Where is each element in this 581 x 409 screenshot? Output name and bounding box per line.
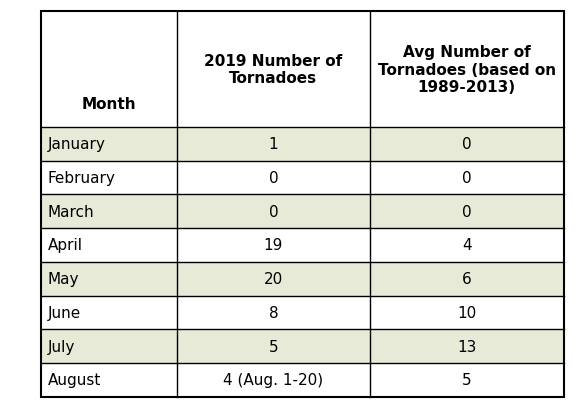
Text: 13: 13 <box>457 339 476 354</box>
Text: 19: 19 <box>264 238 283 253</box>
Bar <box>370 262 564 296</box>
Text: February: February <box>48 171 116 186</box>
Text: 0: 0 <box>462 204 472 219</box>
Bar <box>41 195 177 229</box>
Text: 5: 5 <box>462 373 472 387</box>
Bar <box>370 296 564 330</box>
Text: 0: 0 <box>462 171 472 186</box>
Bar <box>177 161 370 195</box>
Bar <box>41 363 177 397</box>
Bar <box>41 330 177 363</box>
Text: 0: 0 <box>462 137 472 152</box>
Bar <box>41 296 177 330</box>
Text: July: July <box>48 339 75 354</box>
Bar <box>41 161 177 195</box>
Text: April: April <box>48 238 83 253</box>
Bar <box>370 330 564 363</box>
Text: Avg Number of
Tornadoes (based on
1989-2013): Avg Number of Tornadoes (based on 1989-2… <box>378 45 556 95</box>
Bar <box>41 262 177 296</box>
Text: Month: Month <box>81 96 136 111</box>
Text: June: June <box>48 305 81 320</box>
Text: August: August <box>48 373 101 387</box>
Text: 20: 20 <box>264 272 283 286</box>
Text: 4 (Aug. 1-20): 4 (Aug. 1-20) <box>223 373 324 387</box>
Bar <box>370 128 564 161</box>
Text: 5: 5 <box>268 339 278 354</box>
Bar <box>177 363 370 397</box>
Text: January: January <box>48 137 106 152</box>
Bar <box>370 195 564 229</box>
Bar <box>177 296 370 330</box>
Bar <box>370 12 564 128</box>
Bar <box>177 262 370 296</box>
Text: 0: 0 <box>268 204 278 219</box>
Bar <box>177 330 370 363</box>
Text: 4: 4 <box>462 238 472 253</box>
Text: 6: 6 <box>462 272 472 286</box>
Bar <box>177 12 370 128</box>
Bar <box>177 128 370 161</box>
Text: 1: 1 <box>268 137 278 152</box>
Text: 2019 Number of
Tornadoes: 2019 Number of Tornadoes <box>205 54 342 86</box>
Text: March: March <box>48 204 94 219</box>
Bar <box>41 128 177 161</box>
Bar <box>370 229 564 262</box>
Bar <box>177 229 370 262</box>
Text: 10: 10 <box>457 305 476 320</box>
Text: May: May <box>48 272 79 286</box>
Bar <box>41 229 177 262</box>
Bar <box>177 195 370 229</box>
Bar <box>41 12 564 397</box>
Text: 0: 0 <box>268 171 278 186</box>
Bar <box>370 161 564 195</box>
Bar <box>41 12 177 128</box>
Bar <box>370 363 564 397</box>
Text: 8: 8 <box>268 305 278 320</box>
